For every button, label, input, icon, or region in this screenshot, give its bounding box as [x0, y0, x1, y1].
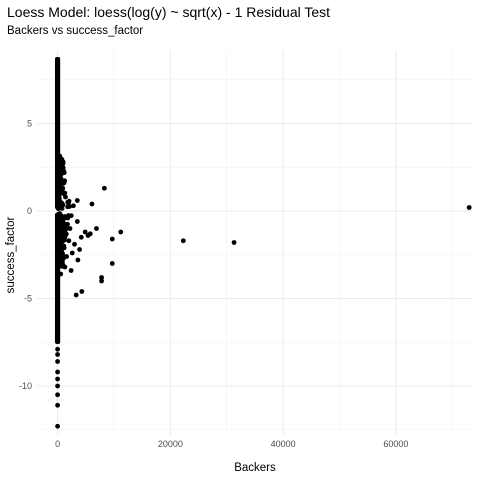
y-tick-label: -10: [19, 381, 32, 391]
point: [62, 178, 68, 183]
point: [99, 278, 104, 284]
point: [55, 206, 61, 212]
point: [77, 247, 82, 252]
y-axis-ticks: -10 -5 0 5: [19, 119, 32, 392]
x-axis-label: Backers: [234, 462, 276, 474]
point: [65, 215, 71, 221]
point: [109, 236, 115, 242]
point: [70, 203, 76, 209]
point: [55, 402, 60, 408]
point: [55, 75, 60, 81]
y-tick-label: -5: [24, 294, 32, 304]
point: [89, 201, 95, 207]
point: [55, 346, 60, 352]
data-points: [54, 57, 472, 429]
point: [57, 233, 63, 238]
point: [55, 423, 60, 429]
x-tick-label: 20000: [158, 439, 183, 449]
point: [59, 227, 65, 233]
point: [60, 191, 66, 196]
point: [58, 213, 64, 219]
point: [61, 243, 67, 249]
point: [55, 65, 60, 70]
point: [57, 171, 63, 177]
point: [87, 231, 93, 237]
point: [60, 161, 66, 166]
point: [65, 199, 71, 205]
point: [94, 226, 99, 231]
point: [55, 191, 60, 197]
point: [55, 359, 60, 364]
point: [74, 219, 80, 224]
point: [68, 268, 74, 273]
point: [63, 231, 69, 237]
point: [59, 259, 65, 265]
point: [55, 392, 60, 398]
point: [231, 240, 237, 245]
point: [57, 252, 63, 258]
x-tick-label: 40000: [271, 439, 296, 449]
point: [64, 254, 70, 259]
point: [101, 185, 107, 191]
x-tick-label: 0: [55, 439, 60, 449]
point: [74, 198, 80, 203]
point: [55, 164, 61, 170]
point: [58, 180, 64, 186]
point: [58, 271, 64, 277]
point: [63, 194, 68, 200]
point: [78, 234, 84, 240]
point: [55, 158, 61, 163]
point: [55, 236, 61, 242]
chart-subtitle: Backers vs success_factor: [7, 25, 143, 37]
point: [59, 201, 65, 207]
point: [57, 185, 63, 191]
point: [58, 240, 64, 245]
point: [55, 196, 60, 201]
point: [79, 289, 85, 294]
point: [55, 59, 60, 65]
point: [99, 275, 104, 280]
point: [69, 250, 75, 256]
point: [466, 205, 472, 210]
point: [73, 292, 79, 298]
y-tick-label: 0: [27, 206, 32, 216]
y-tick-label: 5: [27, 119, 32, 129]
point: [72, 241, 77, 247]
chart-title: Loess Model: loess(log(y) ~ sqrt(x) - 1 …: [7, 4, 330, 20]
grid: [37, 50, 472, 435]
point: [82, 229, 88, 235]
point: [66, 238, 72, 244]
point: [118, 229, 124, 235]
point: [55, 383, 60, 389]
point: [62, 264, 68, 270]
point: [180, 238, 186, 244]
y-axis-label: success_factor: [5, 216, 17, 293]
point: [57, 220, 63, 226]
point: [55, 376, 60, 382]
point: [61, 224, 67, 230]
point: [109, 261, 115, 266]
point: [55, 369, 60, 375]
point: [67, 226, 73, 231]
point: [75, 257, 81, 263]
x-tick-label: 60000: [383, 439, 408, 449]
point: [55, 352, 60, 357]
x-axis-ticks: 0 20000 40000 60000: [55, 439, 408, 449]
